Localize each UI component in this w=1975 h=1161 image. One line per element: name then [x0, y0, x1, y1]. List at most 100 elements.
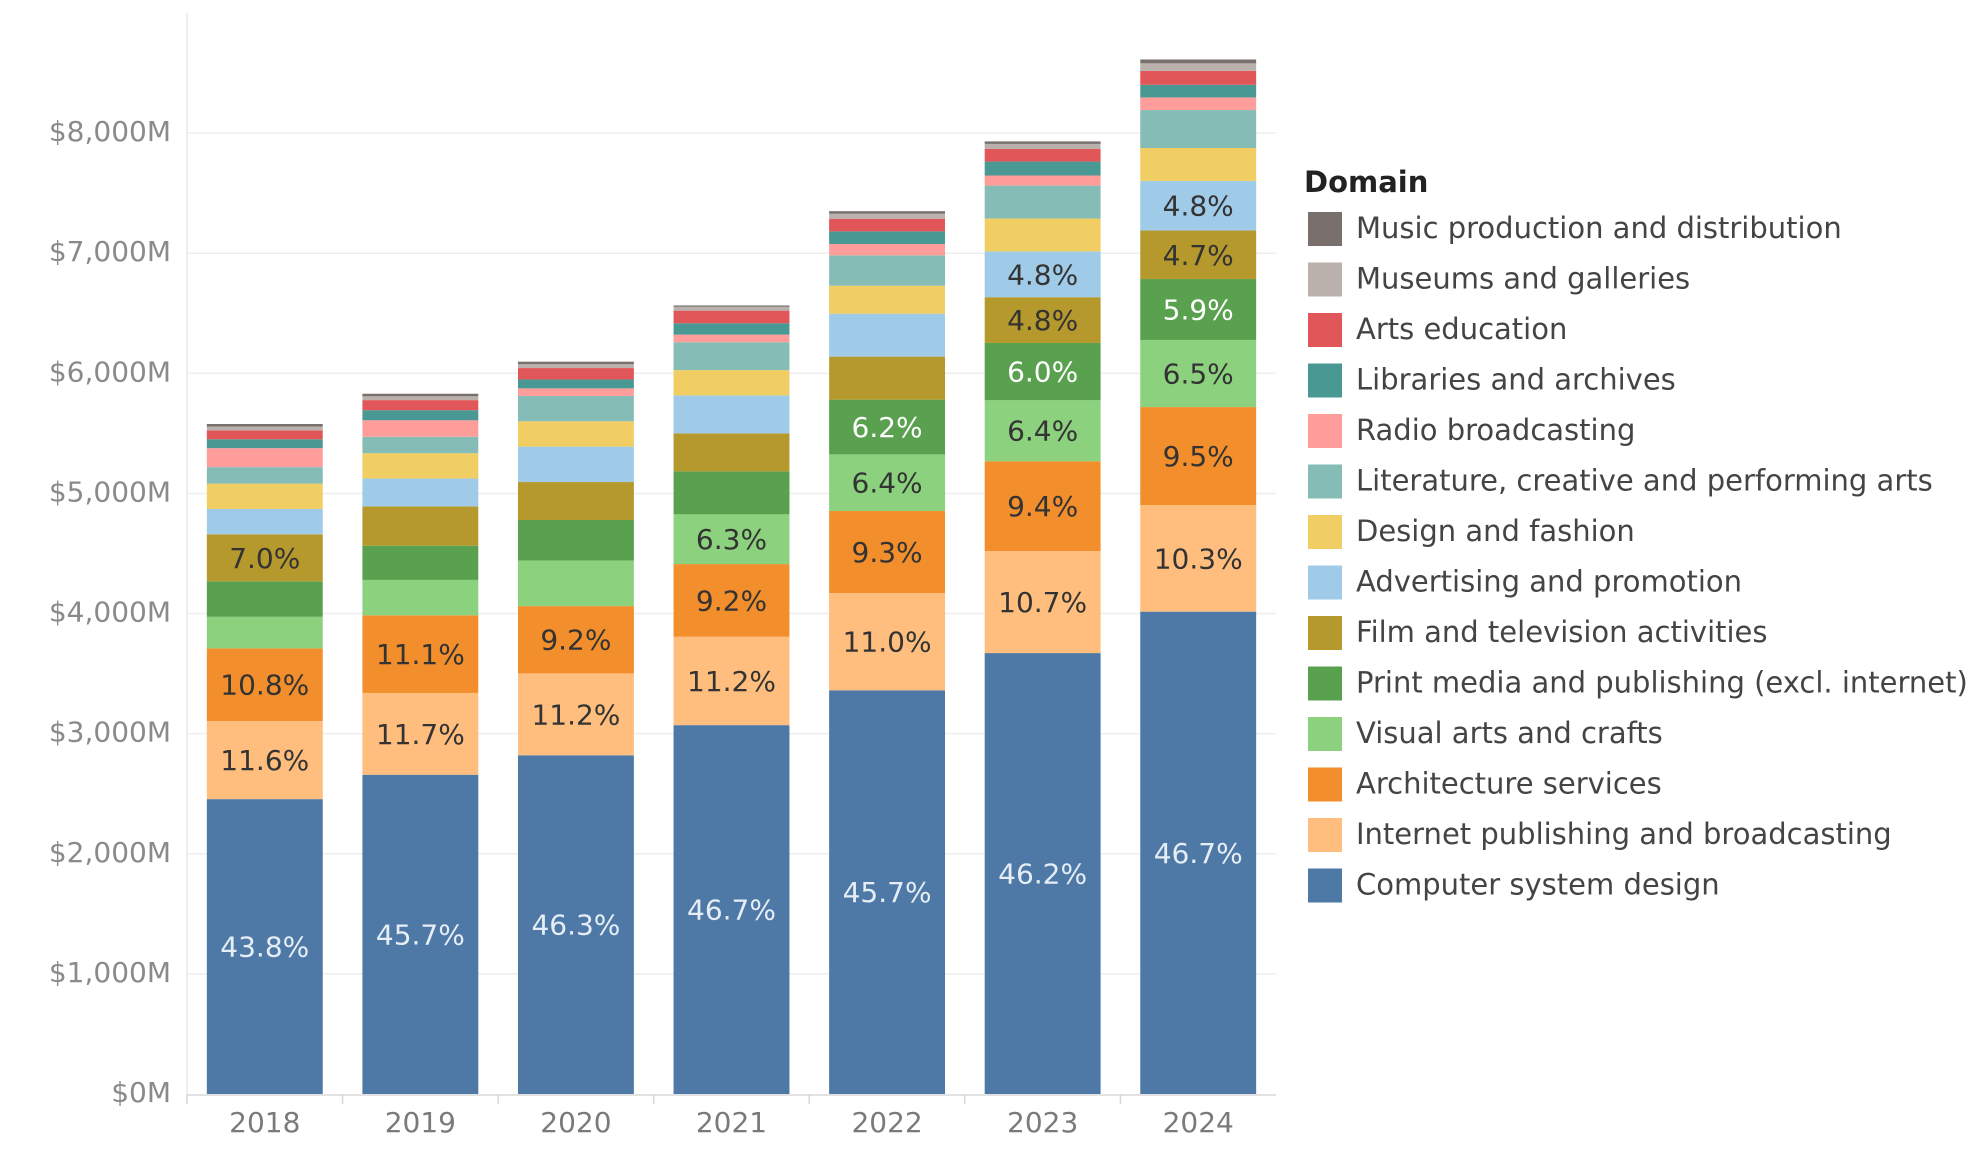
bar-segment	[1140, 63, 1257, 71]
segment-label: 4.8%	[1007, 304, 1078, 337]
bar-segment	[517, 395, 634, 422]
bar-segment	[1140, 611, 1257, 1094]
bar-segment	[206, 534, 323, 582]
legend-swatch	[1308, 666, 1342, 701]
segment-label: 6.2%	[852, 411, 923, 444]
bar-segment	[1140, 97, 1257, 111]
segment-label: 11.2%	[687, 665, 776, 698]
bar-segment	[517, 364, 634, 369]
bar-segment	[984, 251, 1101, 298]
bar-segment	[517, 446, 634, 483]
bar-segment	[829, 255, 946, 286]
bar-segment	[362, 774, 479, 1094]
legend-label: Radio broadcasting	[1356, 413, 1635, 447]
bar-segment	[673, 636, 790, 726]
segment-label: 6.0%	[1007, 356, 1078, 389]
bar-segment	[517, 482, 634, 520]
segment-label: 10.3%	[1154, 542, 1243, 575]
segment-label: 6.4%	[852, 467, 923, 500]
bar-segment	[362, 420, 479, 437]
bar-segment	[206, 508, 323, 535]
bar-segment	[984, 400, 1101, 462]
bar-segment	[829, 211, 946, 214]
segment-label: 11.6%	[220, 744, 309, 777]
bar-segment	[362, 410, 479, 421]
bar-segment	[829, 213, 946, 219]
segment-label: 11.7%	[376, 718, 465, 751]
bar-segment	[829, 243, 946, 256]
bar-segment	[673, 334, 790, 343]
bar-segment	[673, 323, 790, 335]
segment-label: 4.8%	[1007, 258, 1078, 291]
bar-segment	[1140, 505, 1257, 612]
segment-label: 9.4%	[1007, 490, 1078, 523]
bar-segment	[206, 467, 323, 484]
legend-swatch	[1308, 313, 1342, 347]
legend-swatch	[1308, 414, 1342, 448]
legend-swatch	[1308, 363, 1342, 398]
bar-segment	[517, 361, 634, 365]
segment-label: 11.2%	[531, 698, 620, 731]
segment-label: 45.7%	[843, 876, 932, 909]
legend-swatch	[1308, 262, 1342, 297]
legend-label: Libraries and archives	[1356, 363, 1676, 397]
bar-segment	[984, 143, 1101, 149]
bar-segment	[984, 161, 1101, 176]
segment-label: 9.2%	[696, 584, 767, 617]
legend-label: Visual arts and crafts	[1356, 716, 1663, 750]
x-tick-label: 2023	[1007, 1106, 1078, 1139]
bar-segment	[517, 519, 634, 561]
bar-segment	[206, 424, 323, 427]
y-tick-label: $8,000M	[49, 115, 171, 148]
legend-label: Internet publishing and broadcasting	[1356, 817, 1892, 851]
bar-segment	[673, 725, 790, 1094]
bar-segment	[1140, 59, 1257, 64]
x-tick-label: 2019	[385, 1106, 456, 1139]
bar-segment	[206, 426, 323, 431]
bar-segment	[673, 514, 790, 565]
bar-segment	[1140, 180, 1257, 231]
legend-label: Computer system design	[1356, 868, 1720, 902]
y-tick-label: $4,000M	[49, 596, 171, 629]
bar-segment	[1140, 407, 1257, 506]
segment-label: 5.9%	[1163, 293, 1234, 326]
segment-label: 6.3%	[696, 523, 767, 556]
bar-segment	[362, 396, 479, 401]
bar-segment	[829, 399, 946, 455]
legend-title: Domain	[1304, 165, 1428, 199]
x-tick-label: 2021	[696, 1106, 767, 1139]
segment-label: 43.8%	[220, 931, 309, 964]
bar-segment	[362, 545, 479, 580]
legend-label: Music production and distribution	[1356, 211, 1842, 245]
bar-segment	[673, 433, 790, 472]
segment-label: 46.7%	[687, 894, 776, 927]
legend-swatch	[1308, 212, 1342, 246]
bar-segment	[984, 550, 1101, 654]
bar-segment	[362, 506, 479, 546]
bar-segment	[984, 653, 1101, 1094]
bar-segment	[984, 185, 1101, 219]
bar-segment	[673, 471, 790, 515]
bar-segment	[673, 305, 790, 307]
y-tick-label: $1,000M	[49, 956, 171, 989]
y-tick-label: $5,000M	[49, 475, 171, 508]
y-tick-label: $6,000M	[49, 355, 171, 388]
bar-segment	[673, 310, 790, 324]
bar-segment	[673, 370, 790, 396]
bar-segment	[984, 175, 1101, 186]
bar-segment	[829, 690, 946, 1094]
bar-segment	[362, 453, 479, 479]
legend-swatch	[1308, 565, 1342, 600]
bar-segment	[206, 648, 323, 722]
bar-segment	[984, 141, 1101, 144]
y-tick-label: $7,000M	[49, 235, 171, 268]
bar-segment	[673, 395, 790, 434]
bar-segment	[362, 579, 479, 616]
bar-segment	[206, 439, 323, 449]
segment-label: 6.4%	[1007, 415, 1078, 448]
bar-segment	[517, 379, 634, 389]
y-tick-label: $3,000M	[49, 716, 171, 749]
bar-segment	[829, 356, 946, 400]
segment-label: 7.0%	[229, 542, 300, 575]
